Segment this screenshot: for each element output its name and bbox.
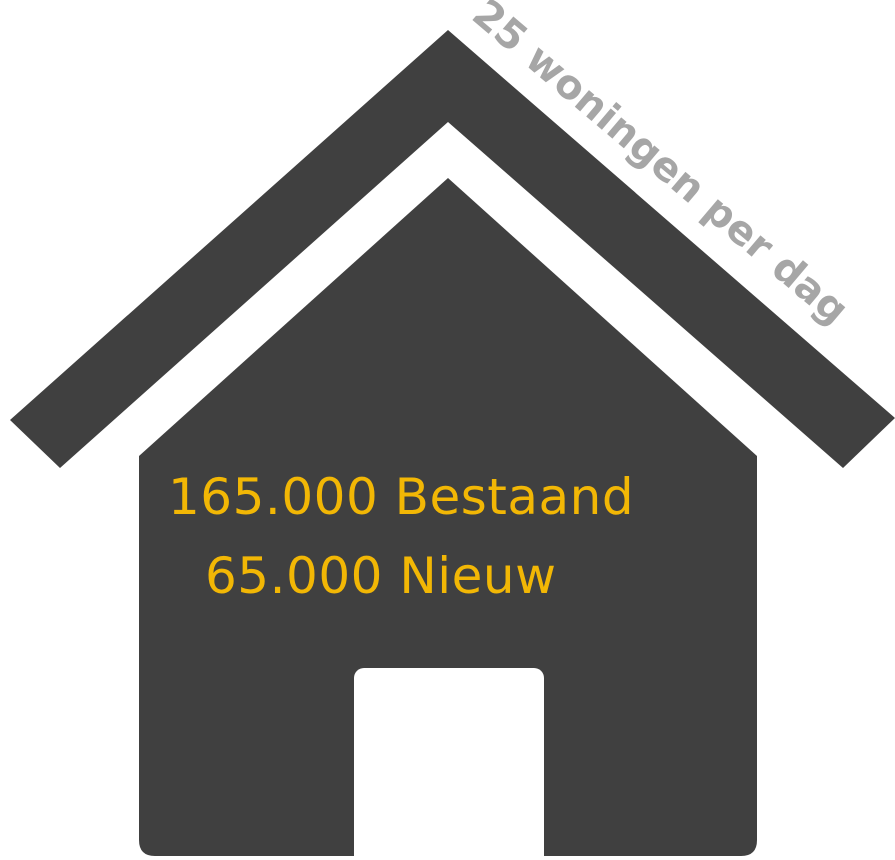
stat-existing-homes: 165.000 Bestaand (168, 468, 635, 526)
stat-new-homes: 65.000 Nieuw (205, 547, 557, 605)
house-door (354, 668, 544, 860)
house-body (139, 178, 757, 856)
house-roof (10, 30, 895, 468)
